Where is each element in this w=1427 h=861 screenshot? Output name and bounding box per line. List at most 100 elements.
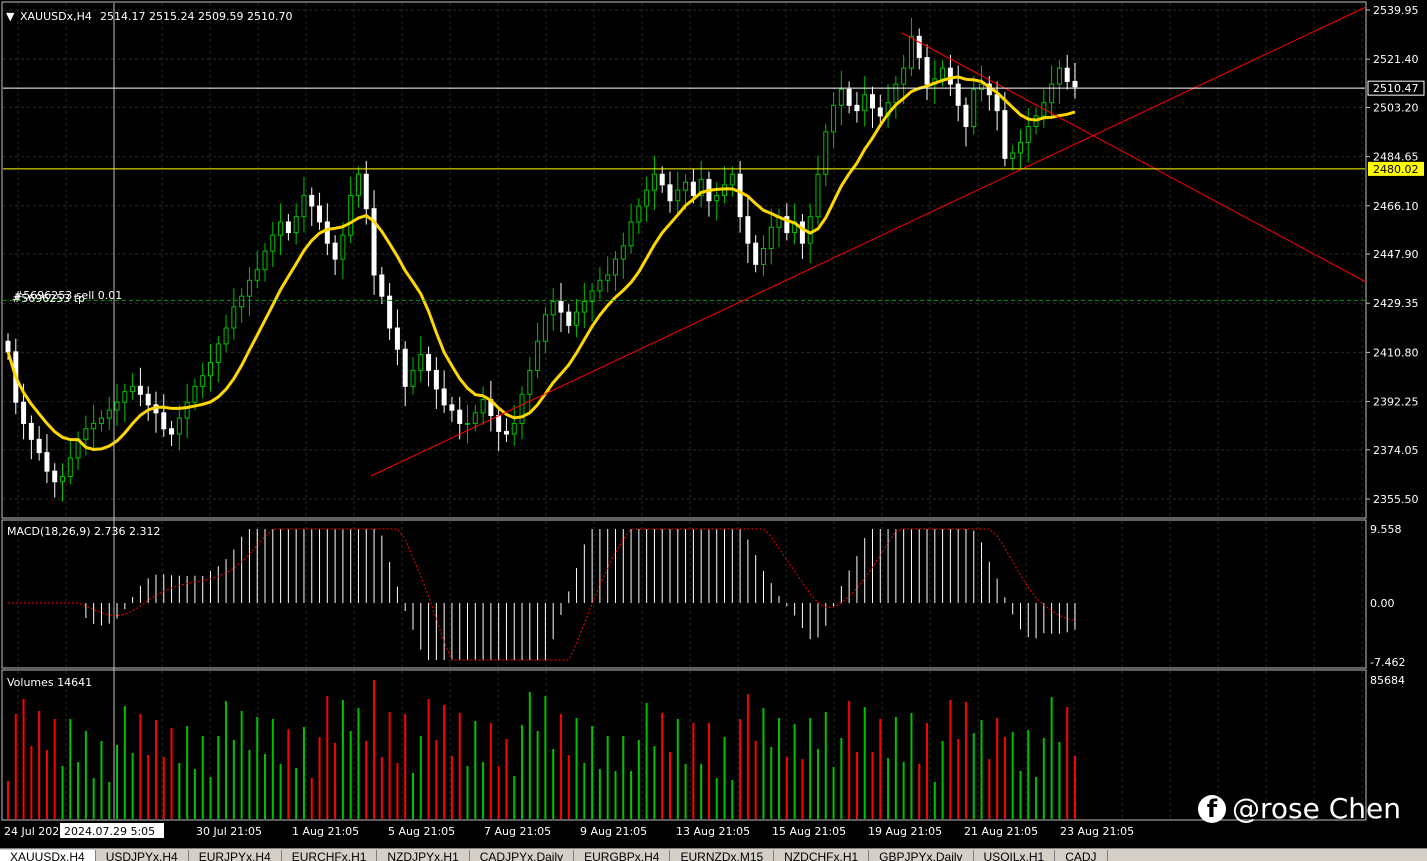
- candle-body: [246, 279, 252, 297]
- candle-body: [449, 404, 455, 411]
- candle-body: [940, 67, 946, 80]
- candle-body: [831, 104, 837, 133]
- time-tick-label: 7 Aug 21:05: [484, 825, 551, 838]
- candle-body: [418, 354, 424, 371]
- candle-body: [737, 173, 743, 218]
- candle-body: [348, 194, 354, 236]
- chart-tab[interactable]: NZDCHFx,H1: [774, 850, 870, 861]
- resistance-trendline: [901, 32, 1367, 283]
- candle-body: [98, 417, 104, 424]
- bid-price-tag: [1367, 80, 1425, 96]
- candle-body: [67, 457, 73, 477]
- time-tick-label: 13 Aug 21:05: [676, 825, 750, 838]
- candle-body: [901, 67, 907, 85]
- chart-tab[interactable]: USDJPYx,H4: [96, 850, 189, 861]
- candle-body: [91, 422, 97, 430]
- price-tick-label: 2374.05: [1373, 444, 1419, 457]
- chart-tab[interactable]: XAUUSDx,H4: [0, 850, 96, 861]
- candle-body: [1017, 141, 1023, 154]
- candle-body: [971, 88, 977, 128]
- macd-signal-line: [8, 528, 1076, 661]
- chart-tab[interactable]: EURNZDx,M15: [670, 850, 775, 861]
- macd-axis-label: 0.00: [1370, 597, 1395, 610]
- candle-body: [441, 388, 447, 406]
- candle-body: [760, 247, 766, 265]
- chart-tab[interactable]: EURGBPx,H4: [574, 850, 671, 861]
- candle-body: [893, 83, 899, 104]
- candle-body: [176, 417, 182, 435]
- candle-body: [472, 412, 478, 424]
- time-tick-label: 5 Aug 21:05: [388, 825, 455, 838]
- main-panel: [1, 1, 1367, 519]
- bid-price-tag-text: 2510.47: [1373, 82, 1419, 95]
- candle-body: [371, 208, 377, 276]
- price-tick-label: 2521.40: [1373, 53, 1419, 66]
- price-tick-label: 2429.35: [1373, 297, 1419, 310]
- candle-body: [566, 311, 572, 326]
- candle-body: [254, 269, 260, 281]
- candle-body: [1025, 126, 1031, 143]
- candle-body: [317, 205, 323, 223]
- candle-body: [862, 94, 868, 112]
- candle-body: [114, 401, 120, 411]
- candle-body: [402, 348, 408, 387]
- candle-body: [324, 221, 330, 244]
- time-tick-label: 2024.07.29 5:05: [64, 825, 155, 838]
- candle-body: [52, 470, 58, 483]
- chart-tab[interactable]: CADJ: [1055, 850, 1108, 861]
- candle-body: [807, 216, 813, 244]
- candle-body: [379, 274, 385, 297]
- candle-body: [130, 385, 136, 393]
- chart-tab[interactable]: EURJPYx,H4: [189, 850, 282, 861]
- level-price-tag: [1368, 161, 1424, 176]
- candle-body: [628, 221, 634, 247]
- candle-body: [169, 428, 175, 435]
- candle-body: [1010, 152, 1016, 159]
- chart-tab[interactable]: GBPJPYx,Daily: [869, 850, 974, 861]
- time-tick-label: 21 Aug 21:05: [964, 825, 1038, 838]
- candle-body: [262, 250, 268, 271]
- candle-body: [542, 314, 548, 342]
- candle-body: [651, 173, 657, 191]
- candle-body: [28, 422, 34, 440]
- candle-body: [184, 401, 190, 419]
- chart-menu-triangle-icon[interactable]: ▼: [6, 10, 15, 23]
- candle-body: [410, 369, 416, 387]
- time-tick-label: 19 Aug 21:05: [868, 825, 942, 838]
- candle-body: [597, 279, 603, 292]
- candle-body: [363, 173, 369, 210]
- candle-body: [947, 67, 953, 85]
- candle-body: [690, 181, 696, 196]
- time-tick-label: 1 Aug 21:05: [292, 825, 359, 838]
- macd-histogram: 9.558 0.00 -7.462: [8, 523, 1405, 669]
- price-tick-label: 2484.65: [1373, 151, 1419, 164]
- candle-body: [426, 354, 432, 371]
- candle-body: [301, 194, 307, 218]
- candle-body: [465, 422, 471, 425]
- chart-tab[interactable]: USOILx,H1: [974, 850, 1056, 861]
- candle-body: [979, 83, 985, 90]
- chart-tab[interactable]: EURCHFx,H1: [282, 850, 378, 861]
- candle-body: [231, 306, 237, 329]
- candle-body: [44, 452, 50, 472]
- candle-body: [511, 422, 517, 435]
- candle-body: [1002, 110, 1008, 159]
- candle-body: [145, 393, 151, 406]
- candle-body: [5, 340, 11, 353]
- candle-body: [433, 369, 439, 390]
- time-tick-label: 30 Jul 21:05: [196, 825, 262, 838]
- price-tick-label: 2539.95: [1373, 4, 1419, 17]
- volumes-label: Volumes 14641: [7, 676, 92, 689]
- candle-body: [753, 242, 759, 265]
- moving-average-line: [6, 75, 1076, 451]
- candle-body: [846, 88, 852, 106]
- price-tick-label: 2355.50: [1373, 493, 1419, 506]
- chart-tab[interactable]: CADJPYx,Daily: [470, 850, 575, 861]
- watermark: f @rose Chen: [1198, 792, 1401, 825]
- candle-body: [21, 401, 27, 424]
- candle-body: [270, 234, 276, 252]
- chart-tab[interactable]: NZDJPYx,H1: [377, 850, 470, 861]
- candle-body: [768, 226, 774, 249]
